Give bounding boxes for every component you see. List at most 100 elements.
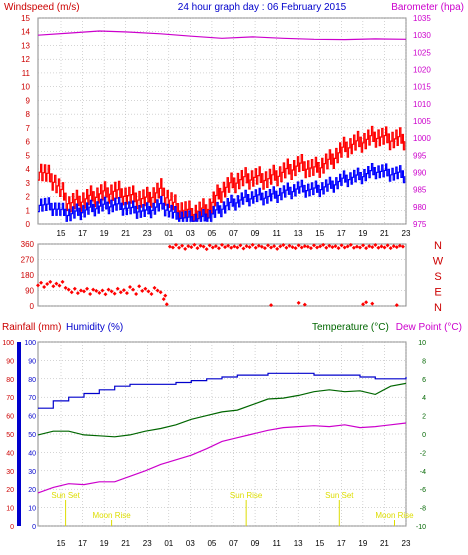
direction-point <box>152 285 157 290</box>
wind-tick-label: 4 <box>26 165 31 174</box>
direction-point <box>321 242 326 247</box>
wind-tick-label: 0 <box>26 220 31 229</box>
x-tick-label: 03 <box>186 539 195 548</box>
rain-tick-label: 100 <box>2 340 14 347</box>
temperature-tick-label: -2 <box>420 450 426 457</box>
direction-point <box>121 288 126 293</box>
direction-point <box>210 245 215 250</box>
direction-point <box>115 286 120 291</box>
temperature-tick-label: 10 <box>418 340 426 347</box>
astro-label: Moon Rise <box>375 511 414 520</box>
wind-tick-label: 15 <box>21 14 30 23</box>
direction-point <box>174 242 178 247</box>
direction-point <box>39 280 44 285</box>
barometer-tick-label: 1010 <box>413 100 431 109</box>
x-tick-label: 17 <box>337 539 346 548</box>
direction-point <box>91 287 96 292</box>
direction-point <box>379 244 384 249</box>
temperature-axis-label: Temperature (°C) <box>312 322 389 333</box>
direction-point <box>394 303 399 308</box>
direction-point <box>370 301 375 306</box>
humidity-tick-label: 60 <box>28 414 36 421</box>
barometer-tick-label: 1035 <box>413 14 431 23</box>
direction-point <box>296 300 301 305</box>
direction-tick-label: 0 <box>30 302 35 311</box>
direction-point <box>201 244 206 249</box>
dewpoint-line <box>37 422 407 494</box>
barometer-tick-label: 975 <box>413 220 427 229</box>
humidity-axis-label: Humidity (%) <box>66 322 123 333</box>
direction-point <box>275 246 280 251</box>
direction-tick-label: 180 <box>21 271 35 280</box>
direction-point <box>373 243 378 248</box>
x-tick-label: 21 <box>121 229 130 238</box>
direction-point <box>269 245 274 250</box>
direction-point <box>370 245 375 250</box>
direction-point <box>192 242 197 247</box>
direction-point <box>140 288 145 293</box>
barometer-tick-label: 985 <box>413 186 427 195</box>
wind-tick-label: 3 <box>26 179 31 188</box>
direction-point <box>155 288 160 293</box>
direction-point <box>385 243 390 248</box>
direction-point <box>72 286 77 291</box>
direction-point <box>207 243 212 248</box>
wind-tick-label: 10 <box>21 83 30 92</box>
direction-point <box>361 302 366 307</box>
temperature-tick-label: 6 <box>422 377 426 384</box>
wind-tick-label: 8 <box>26 110 31 119</box>
direction-point <box>177 245 182 250</box>
direction-point <box>226 243 231 248</box>
direction-point <box>296 243 301 248</box>
humidity-tick-label: 40 <box>28 450 36 457</box>
x-tick-label: 01 <box>164 229 173 238</box>
direction-point <box>336 246 341 251</box>
x-tick-label: 09 <box>251 539 260 548</box>
direction-point <box>299 245 304 250</box>
direction-point <box>290 245 295 250</box>
x-tick-label: 21 <box>121 539 130 548</box>
x-tick-label: 07 <box>229 229 238 238</box>
direction-point <box>137 284 142 289</box>
direction-point <box>189 245 194 250</box>
temperature-line <box>37 382 407 438</box>
direction-point <box>256 243 261 248</box>
direction-point <box>376 245 381 250</box>
direction-point <box>204 247 209 252</box>
direction-point <box>262 246 267 251</box>
direction-point <box>36 283 40 288</box>
wind-tick-label: 13 <box>21 41 30 50</box>
x-tick-label: 15 <box>57 229 66 238</box>
direction-point <box>361 243 366 248</box>
direction-point <box>97 290 102 295</box>
x-tick-label: 15 <box>315 539 324 548</box>
direction-point <box>351 245 356 250</box>
direction-point <box>330 245 335 250</box>
temperature-tick-label: -10 <box>416 524 426 531</box>
wind-tick-label: 7 <box>26 124 31 133</box>
wind-tick-label: 12 <box>21 55 30 64</box>
temperature-tick-label: -6 <box>420 487 426 494</box>
direction-point <box>305 244 310 249</box>
direction-point <box>382 245 387 250</box>
x-tick-label: 11 <box>272 539 281 548</box>
direction-point <box>220 242 224 247</box>
rain-tick-label: 70 <box>6 395 14 402</box>
humidity-tick-label: 90 <box>28 358 36 365</box>
direction-point <box>75 291 80 296</box>
rain-tick-label: 60 <box>6 414 14 421</box>
temperature-tick-label: 4 <box>422 395 426 402</box>
temperature-tick-label: 2 <box>422 414 426 421</box>
barometer-tick-label: 1005 <box>413 117 431 126</box>
direction-point <box>250 242 255 247</box>
wind-tick-label: 5 <box>26 151 31 160</box>
rain-tick-label: 10 <box>6 506 14 513</box>
rain-tick-label: 0 <box>10 524 14 531</box>
x-tick-label: 13 <box>294 229 303 238</box>
direction-point <box>266 243 270 248</box>
direction-point <box>100 288 105 293</box>
x-tick-label: 19 <box>358 229 367 238</box>
direction-point <box>345 244 350 249</box>
barometer-tick-label: 1000 <box>413 134 431 143</box>
